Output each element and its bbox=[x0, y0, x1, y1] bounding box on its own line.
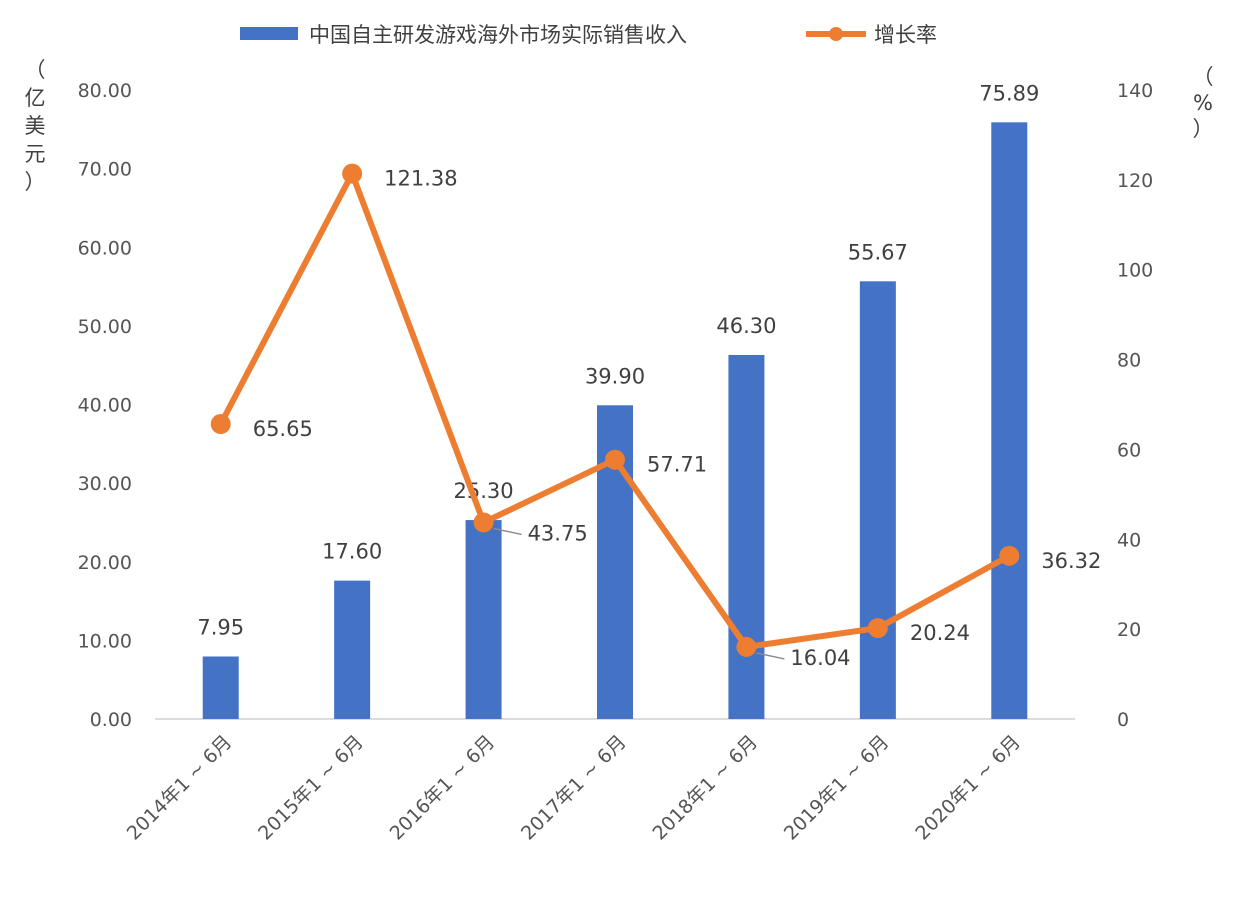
legend-line-label: 增长率 bbox=[874, 23, 937, 47]
bar-data-label: 75.89 bbox=[979, 81, 1039, 105]
bar bbox=[991, 122, 1028, 719]
line-data-label: 20.24 bbox=[910, 621, 970, 645]
right-axis-label-char: ） bbox=[1193, 117, 1214, 141]
line-marker bbox=[999, 545, 1020, 566]
left-tick-label: 30.00 bbox=[78, 473, 132, 495]
line-data-label: 121.38 bbox=[384, 167, 457, 191]
legend-bar-swatch bbox=[240, 27, 298, 40]
right-tick-label: 0 bbox=[1117, 709, 1129, 731]
line-data-label: 36.32 bbox=[1041, 549, 1101, 573]
left-tick-label: 0.00 bbox=[90, 709, 132, 731]
right-tick-label: 40 bbox=[1117, 529, 1141, 551]
bar-data-label: 17.60 bbox=[322, 540, 382, 564]
bar-data-labels: 7.95 17.60 25.30 39.90 46.30 55.67 75.89 bbox=[197, 81, 1039, 639]
line-data-label: 43.75 bbox=[528, 521, 588, 545]
data-label-leader bbox=[493, 527, 522, 536]
line-data-label: 57.71 bbox=[647, 453, 707, 477]
bar-data-label: 7.95 bbox=[197, 615, 244, 639]
legend: 中国自主研发游戏海外市场实际销售收入 增长率 bbox=[240, 23, 937, 47]
left-axis-ticks: 0.00 10.00 20.00 30.00 40.00 50.00 60.00 70.00 8… bbox=[78, 80, 132, 731]
right-tick-label: 20 bbox=[1117, 619, 1141, 641]
right-tick-label: 80 bbox=[1117, 350, 1141, 372]
bar bbox=[859, 281, 896, 719]
left-tick-label: 40.00 bbox=[78, 395, 132, 417]
right-axis-label-char: （ bbox=[1193, 65, 1214, 89]
line-marker bbox=[210, 414, 231, 435]
line-marker bbox=[473, 512, 494, 533]
line-marker bbox=[867, 618, 888, 639]
category-label: 2014年1 ~ 6月 bbox=[123, 731, 237, 845]
left-axis-label-char: 美 bbox=[25, 114, 46, 138]
left-axis-label-char: 亿 bbox=[25, 86, 46, 110]
bar-data-label: 39.90 bbox=[585, 364, 645, 388]
left-axis-label-char: ） bbox=[25, 170, 46, 194]
bar bbox=[334, 580, 371, 719]
category-label: 2019年1 ~ 6月 bbox=[780, 731, 894, 845]
line-data-labels: 65.65 121.38 43.75 57.71 16.04 20.24 36.32 bbox=[253, 167, 1102, 670]
legend-line-marker bbox=[829, 27, 843, 41]
right-axis-label-char: % bbox=[1193, 91, 1213, 115]
data-label-leader bbox=[756, 652, 785, 660]
left-axis-label-char: 元 bbox=[25, 142, 46, 166]
bar-data-label: 25.30 bbox=[454, 479, 514, 503]
bar bbox=[728, 354, 765, 719]
line-data-label: 16.04 bbox=[790, 646, 850, 670]
right-tick-label: 60 bbox=[1117, 439, 1141, 461]
right-axis-ticks: 0 20 40 60 80 100 120 140 bbox=[1117, 80, 1153, 731]
category-label: 2017年1 ~ 6月 bbox=[517, 731, 631, 845]
left-tick-label: 20.00 bbox=[78, 552, 132, 574]
right-tick-label: 140 bbox=[1117, 80, 1153, 102]
left-tick-label: 10.00 bbox=[78, 630, 132, 652]
left-tick-label: 80.00 bbox=[78, 80, 132, 102]
left-axis-label-char: （ bbox=[25, 58, 46, 82]
legend-bar-label: 中国自主研发游戏海外市场实际销售收入 bbox=[309, 23, 687, 47]
right-tick-label: 100 bbox=[1117, 260, 1153, 282]
bar-series bbox=[202, 122, 1028, 719]
line-marker bbox=[605, 449, 625, 470]
line-marker bbox=[736, 636, 757, 657]
left-tick-label: 70.00 bbox=[78, 159, 132, 181]
category-label: 2018年1 ~ 6月 bbox=[648, 731, 762, 845]
bar bbox=[202, 656, 239, 719]
left-axis-label: （ 亿美元 ） bbox=[25, 58, 46, 194]
category-label: 2016年1 ~ 6月 bbox=[386, 731, 500, 845]
left-tick-label: 50.00 bbox=[78, 316, 132, 338]
category-label: 2020年1 ~ 6月 bbox=[911, 731, 1025, 845]
bar bbox=[465, 520, 502, 719]
left-tick-label: 60.00 bbox=[78, 237, 132, 259]
right-axis-label: （%） bbox=[1193, 65, 1214, 141]
category-labels: 2014年1 ~ 6月 2015年1 ~ 6月 2016年1 ~ 6月 2017年1 … bbox=[123, 731, 1025, 845]
line-data-label: 65.65 bbox=[253, 417, 313, 441]
bar-data-label: 46.30 bbox=[716, 314, 776, 338]
bar-data-label: 55.67 bbox=[848, 240, 908, 264]
line-marker bbox=[342, 163, 363, 184]
right-tick-label: 120 bbox=[1117, 170, 1153, 192]
category-label: 2015年1 ~ 6月 bbox=[254, 731, 368, 845]
line-series bbox=[210, 163, 1020, 657]
